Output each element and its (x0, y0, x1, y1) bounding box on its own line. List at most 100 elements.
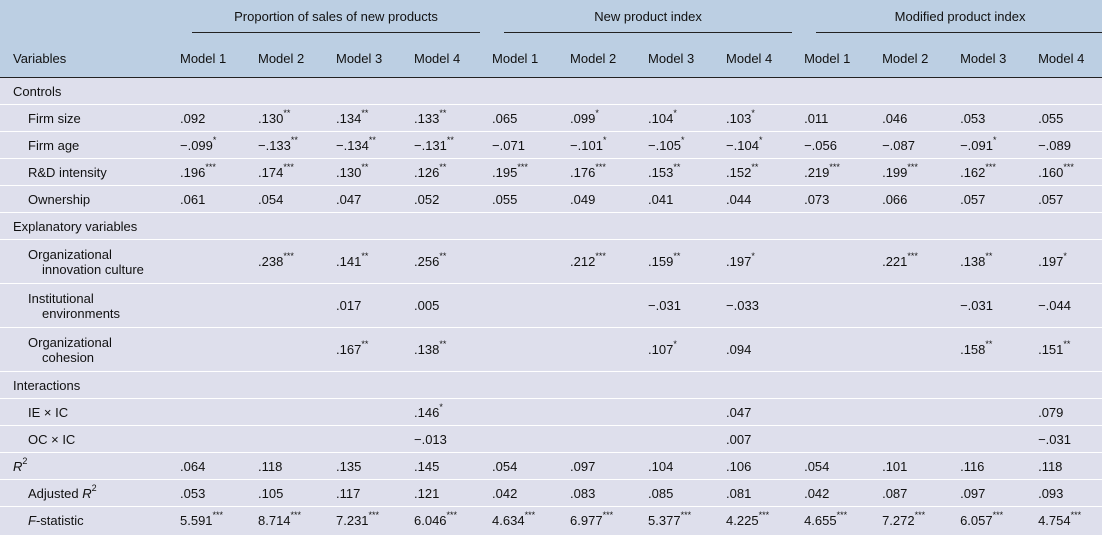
value-cell: −.031 (648, 284, 726, 328)
value-text: 5.377 (648, 512, 681, 528)
value-cell (180, 426, 258, 453)
value-text: −.105 (648, 137, 681, 153)
value-cell: .176*** (570, 159, 648, 186)
value-cell: .053 (960, 105, 1038, 132)
value-cell: .133** (414, 105, 492, 132)
value-cell: .054 (492, 453, 570, 480)
value-text: −.134 (336, 137, 369, 153)
value-text: −.091 (960, 137, 993, 153)
value-text: 4.655 (804, 512, 837, 528)
value-cell: .044 (726, 186, 804, 213)
value-cell: .042 (492, 480, 570, 507)
label-part: Adjusted (28, 485, 83, 501)
value-text: .042 (492, 485, 518, 501)
model-header: Model 4 (1038, 50, 1085, 66)
value-cell (804, 240, 882, 284)
value-cell: .138** (960, 240, 1038, 284)
value-text: −.033 (726, 298, 759, 313)
value-cell (570, 328, 648, 372)
value-text: .151 (1038, 342, 1064, 357)
value-cell: .105 (258, 480, 336, 507)
value-cell (492, 240, 570, 284)
value-text: .219 (804, 164, 830, 180)
value-text: .197 (1038, 254, 1064, 269)
significance-stars: *** (758, 509, 770, 520)
value-cell: .196*** (180, 159, 258, 186)
significance-stars: ** (439, 339, 447, 349)
value-cell: −.091* (960, 132, 1038, 159)
table-row: Organizational innovation culture .238***.… (0, 240, 1102, 284)
value-text: .138 (414, 342, 440, 357)
significance-stars: * (212, 134, 217, 145)
value-text: .057 (960, 191, 986, 207)
value-cell: 5.377*** (648, 507, 726, 534)
value-text: .104 (648, 458, 674, 474)
section-heading: Interactions (13, 377, 81, 393)
value-text: .007 (726, 431, 752, 447)
value-text: −.013 (414, 431, 447, 447)
value-cell: .055 (1038, 105, 1102, 132)
significance-stars: *** (368, 509, 380, 520)
significance-stars: ** (439, 161, 447, 172)
row-label: IE × IC (28, 404, 69, 420)
value-cell: .057 (1038, 186, 1102, 213)
value-text: .133 (414, 110, 440, 126)
label-part: R (13, 458, 23, 474)
significance-stars: * (751, 251, 755, 261)
table-row: F-statistic 5.591*** 8.714*** 7.231*** 6.046… (0, 507, 1102, 534)
value-cell (882, 399, 960, 426)
row-label: R&D intensity (28, 164, 107, 180)
value-text: .106 (726, 458, 752, 474)
value-text: .054 (492, 458, 518, 474)
value-cell: .130** (336, 159, 414, 186)
significance-stars: * (992, 134, 997, 145)
value-cell: .158** (960, 328, 1038, 372)
row-label: Ownership (28, 191, 91, 207)
value-cell: 7.231*** (336, 507, 414, 534)
significance-stars: ** (439, 251, 447, 261)
value-text: .073 (804, 191, 830, 207)
significance-stars: * (673, 339, 677, 349)
value-text: .081 (726, 485, 752, 501)
value-cell: .197* (1038, 240, 1102, 284)
value-text: .005 (414, 298, 440, 313)
value-cell: .219*** (804, 159, 882, 186)
value-text: .101 (882, 458, 908, 474)
significance-stars: ** (446, 134, 454, 145)
value-cell: −.087 (882, 132, 960, 159)
value-cell: .104* (648, 105, 726, 132)
value-cell: .121 (414, 480, 492, 507)
value-cell: −.089 (1038, 132, 1102, 159)
value-cell (570, 284, 648, 328)
model-header: Model 3 (960, 50, 1007, 66)
value-text: .093 (1038, 485, 1064, 501)
value-cell (492, 399, 570, 426)
value-text: .158 (960, 342, 986, 357)
value-cell: .073 (804, 186, 882, 213)
value-text: .097 (960, 485, 986, 501)
value-cell: .064 (180, 453, 258, 480)
value-text: .126 (414, 164, 440, 180)
value-cell: .093 (1038, 480, 1102, 507)
value-cell: .221*** (882, 240, 960, 284)
value-text: .083 (570, 485, 596, 501)
row-label: F-statistic (0, 507, 180, 534)
value-text: .196 (180, 164, 206, 180)
value-cell: .117 (336, 480, 414, 507)
section-row: Interactions (0, 372, 1102, 399)
value-cell (882, 426, 960, 453)
value-cell: .106 (726, 453, 804, 480)
row-label: Institutional environments (0, 284, 180, 328)
group-header-modified-product: Modified product index (804, 0, 1102, 39)
value-text: .097 (570, 458, 596, 474)
significance-stars: * (680, 134, 685, 145)
value-cell: .116 (960, 453, 1038, 480)
value-text: 4.634 (492, 512, 525, 528)
row-label: Firm age (28, 137, 80, 153)
model-header: Model 1 (804, 50, 851, 66)
row-label: Firm size (28, 110, 81, 126)
value-text: .118 (1038, 458, 1063, 474)
value-cell (258, 284, 336, 328)
table-row: Adjusted R2.053.105.117.121.042.083.085.… (0, 480, 1102, 507)
significance-stars: ** (673, 161, 681, 172)
